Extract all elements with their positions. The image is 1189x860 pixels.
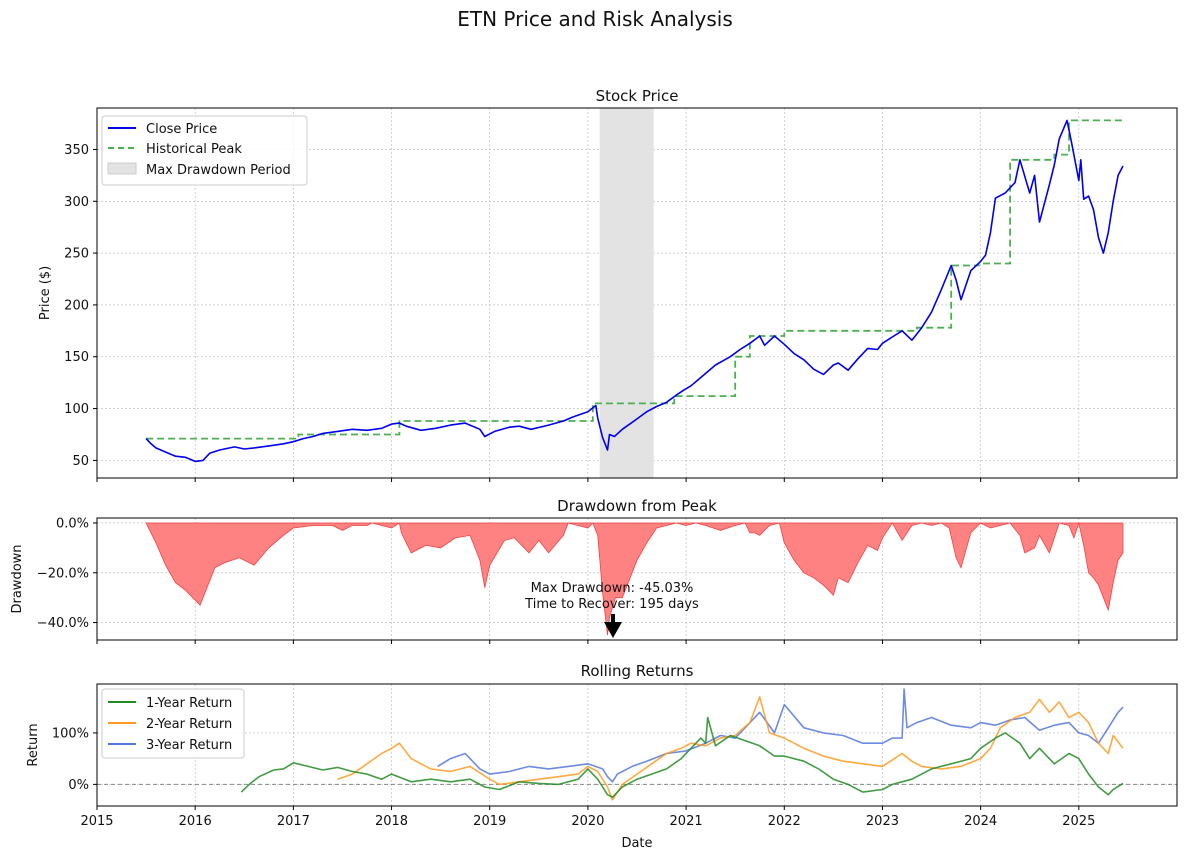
x-tick-label: 2019 [473, 814, 506, 829]
y-axis-label: Drawdown [10, 544, 25, 613]
max-drawdown-shade [599, 108, 654, 478]
x-tick-label: 2017 [277, 814, 310, 829]
close-price-line [145, 119, 1124, 463]
y-axis: 0.0% −20.0% −40.0% [37, 516, 97, 631]
x-tick-label: 2016 [179, 814, 212, 829]
y-tick-label: 300 [64, 195, 89, 210]
x-axis-label: Date [621, 836, 652, 851]
x-tick-label: 2015 [80, 814, 113, 829]
drawdown-area [145, 521, 1124, 636]
legend: Close Price Historical Peak Max Drawdown… [101, 115, 308, 186]
legend-r3-label: 3-Year Return [146, 738, 232, 753]
x-tick-label: 2021 [670, 814, 703, 829]
one-year-return-line [240, 716, 1124, 798]
x-tick-label: 2020 [571, 814, 604, 829]
series-group [145, 521, 1124, 636]
y-tick-label: −20.0% [37, 566, 89, 581]
series-group [145, 119, 1124, 463]
two-year-return-line [337, 696, 1124, 801]
legend: 1-Year Return 2-Year Return 3-Year Retur… [101, 688, 245, 759]
x-tick-label: 2024 [964, 814, 997, 829]
y-tick-label: 0% [68, 778, 89, 793]
y-axis: 0% 100% [52, 726, 97, 793]
series-group [97, 688, 1177, 801]
y-tick-label: 100 [64, 402, 89, 417]
historical-peak-line [146, 119, 1123, 440]
drawdown-panel: Drawdown from Peak 0.0% −20.0% −40.0% Draw… [10, 497, 1178, 644]
y-tick-label: 50 [72, 454, 89, 469]
stock-price-panel: Stock Price 50 100 150 200 250 300 350 Price (… [38, 87, 1178, 482]
grid [96, 684, 1177, 806]
y-tick-label: 200 [64, 298, 89, 313]
plot-frame [96, 517, 1178, 641]
x-axis: 2015 2016 2017 2018 2019 2020 2021 2022 2023 2024… [80, 806, 1095, 829]
legend-box [101, 115, 308, 186]
legend-r1-label: 1-Year Return [146, 696, 232, 711]
legend-shade-swatch [107, 162, 137, 175]
y-axis: 50 100 150 200 250 300 350 [64, 143, 97, 469]
y-tick-label: 0.0% [56, 516, 89, 531]
x-axis [96, 478, 1080, 482]
annotation-line2: Time to Recover: 195 days [524, 597, 699, 612]
y-tick-label: 350 [64, 143, 89, 158]
x-tick-label: 2022 [768, 814, 801, 829]
rolling-returns-panel: Rolling Returns 0%100% 2015 2016 2017 2018 2… [26, 662, 1178, 851]
y-tick-label: −40.0% [37, 616, 89, 631]
legend-close-label: Close Price [146, 122, 217, 137]
y-tick-label: 100% [52, 726, 89, 741]
figure-title: ETN Price and Risk Analysis [457, 7, 733, 31]
legend-peak-label: Historical Peak [146, 142, 242, 157]
annotation-line1: Max Drawdown: -45.03% [531, 581, 694, 596]
annotation-arrow-head [604, 622, 622, 638]
x-tick-label: 2018 [375, 814, 408, 829]
legend-shade-label: Max Drawdown Period [146, 163, 291, 178]
x-axis [96, 640, 1080, 644]
shaded-period [599, 108, 654, 478]
legend-box [101, 688, 245, 759]
annotation-arrow [604, 614, 622, 638]
panel-title: Stock Price [596, 87, 679, 105]
plot-frame [96, 683, 1178, 807]
panel-title: Rolling Returns [581, 662, 694, 680]
y-tick-label: 250 [64, 247, 89, 262]
x-tick-label: 2023 [866, 814, 899, 829]
legend-r2-label: 2-Year Return [146, 717, 232, 732]
y-axis-label: Price ($) [38, 266, 53, 320]
panel-title: Drawdown from Peak [557, 497, 717, 515]
y-axis-label: Return [26, 723, 41, 766]
three-year-return-line [437, 688, 1124, 783]
x-tick-label: 2025 [1062, 814, 1095, 829]
plot-frame [96, 107, 1178, 479]
y-tick-label: 150 [64, 350, 89, 365]
